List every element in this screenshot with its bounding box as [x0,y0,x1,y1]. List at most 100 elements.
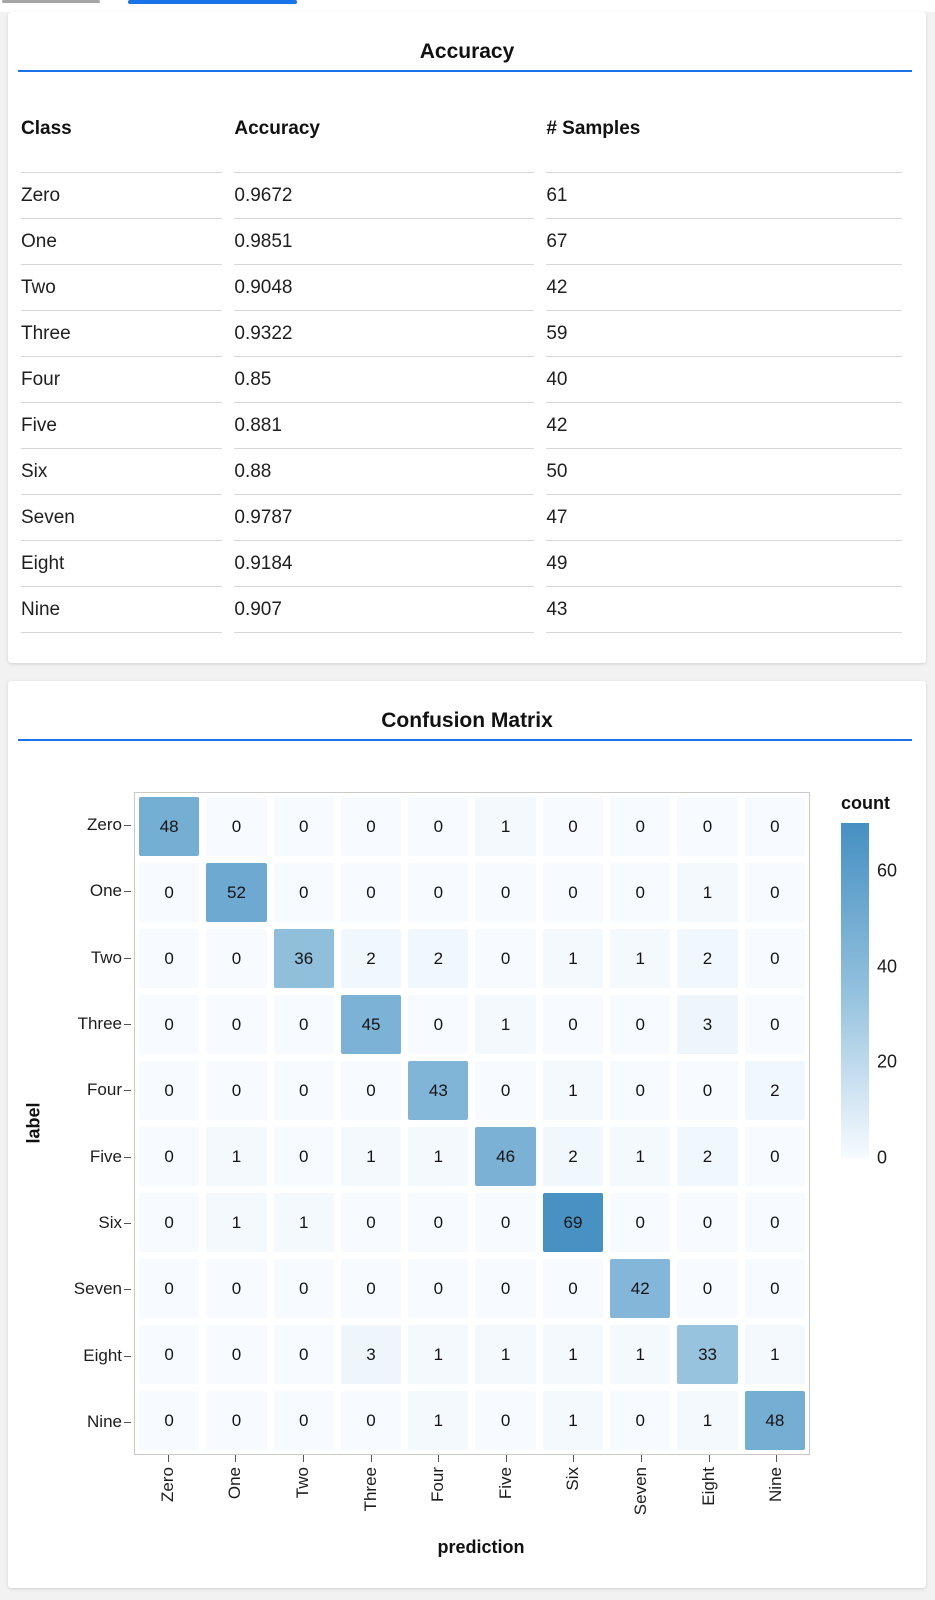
heatmap-cell: 0 [273,995,334,1054]
heatmap-cell: 0 [744,1259,805,1318]
heatmap-cell: 33 [677,1325,738,1384]
samples-cell: 47 [546,494,902,540]
heatmap-cell: 42 [610,1259,671,1318]
heatmap-cell: 0 [610,1391,671,1450]
heatmap-cell: 1 [744,1325,805,1384]
heatmap-cell: 0 [139,1061,200,1120]
table-row: Eight 0.9184 49 [21,540,902,586]
table-row: Seven 0.9787 47 [21,494,902,540]
x-tick-mark [505,1455,507,1462]
heatmap-cell: 0 [475,1193,536,1252]
heatmap-cell: 0 [206,1259,267,1318]
x-tick-label: Four [428,1467,448,1502]
tab-indicator-inactive[interactable] [2,0,100,3]
y-tick-label: Three [77,1014,122,1034]
heatmap-cell: 2 [340,929,402,988]
x-tick-mark [776,1455,778,1462]
samples-cell: 42 [546,264,902,310]
tab-indicator-active[interactable] [128,0,297,4]
heatmap-cell: 1 [408,1325,469,1384]
legend-tick-label: 40 [877,956,898,977]
y-tick-mark [124,891,131,893]
x-tick-mark [708,1455,710,1462]
confusion-title-divider [18,739,912,741]
samples-cell: 61 [546,172,902,218]
heatmap-cell: 0 [139,863,200,922]
y-tick-label: Five [89,1146,122,1166]
table-row: Nine 0.907 43 [21,586,902,633]
accuracy-cell: 0.9851 [234,218,535,264]
x-tick-label: One [225,1467,245,1500]
heatmap-cell: 0 [744,995,805,1054]
heatmap-cell: 1 [475,1325,536,1384]
table-row: Four 0.85 40 [21,356,902,402]
samples-cell: 43 [546,586,902,633]
samples-cell: 42 [546,402,902,448]
table-row: Five 0.881 42 [21,402,902,448]
table-row: One 0.9851 67 [21,218,902,264]
heatmap-cell: 48 [744,1391,805,1450]
table-row: Six 0.88 50 [21,448,902,494]
heatmap-cell: 1 [475,995,536,1054]
heatmap-cell: 0 [206,929,267,988]
heatmap-cell: 1 [677,863,738,922]
heatmap-cell: 0 [475,1391,536,1450]
x-tick-mark [370,1455,372,1462]
heatmap-cell: 1 [610,929,671,988]
heatmap-cell: 0 [744,797,805,856]
heatmap-cell: 0 [475,929,536,988]
heatmap-cell: 0 [273,1127,334,1186]
y-tick-label: One [89,881,122,901]
heatmap-cell: 0 [340,1061,402,1120]
x-tick-mark [641,1455,642,1462]
heatmap-cell: 0 [273,1325,334,1384]
heatmap-cell: 0 [273,1391,334,1450]
heatmap-cell: 0 [408,797,469,856]
table-row: Zero 0.9672 61 [21,172,902,218]
class-cell: Zero [21,172,223,218]
y-tick-label: Six [98,1212,122,1232]
heatmap-cell: 0 [206,995,267,1054]
heatmap-cell: 43 [408,1061,469,1120]
heatmap-cell: 0 [408,1193,469,1252]
accuracy-cell: 0.9048 [234,264,535,310]
legend-tick-label: 60 [877,860,898,881]
heatmap-cell: 0 [610,1193,671,1252]
heatmap-cell: 0 [340,1391,402,1450]
heatmap-cell: 0 [744,1193,805,1252]
heatmap-cell: 0 [610,797,671,856]
y-tick-label: Four [87,1080,122,1100]
heatmap-cell: 0 [610,863,671,922]
heatmap-cell: 1 [542,1061,604,1120]
class-cell: Five [21,402,223,448]
confusion-matrix-card: Confusion Matrix label 48 0 0 0 0 1 0 0 0 0 0 52 0 0 0… [8,681,926,1588]
x-tick-label: Nine [766,1467,786,1502]
heatmap-cell: 1 [340,1127,402,1186]
heatmap-cell: 0 [677,1193,738,1252]
x-tick-label: Zero [157,1467,177,1502]
heatmap-cell: 1 [542,929,604,988]
heatmap-cell: 52 [206,863,267,922]
heatmap-cell: 3 [340,1325,402,1384]
heatmap-cell: 0 [273,1061,334,1120]
y-tick-mark [124,825,131,827]
heatmap-cell: 1 [408,1127,469,1186]
x-tick-label: Two [293,1467,312,1499]
heatmap-cell: 45 [340,995,402,1054]
accuracy-title-divider [18,70,912,72]
x-tick-label: Seven [631,1467,650,1516]
y-axis-title: label [23,1102,44,1144]
heatmap-cell: 0 [744,863,805,922]
heatmap-cell: 2 [542,1127,604,1186]
y-tick-mark [124,1355,131,1357]
table-row: Three 0.9322 59 [21,310,902,356]
heatmap-cell: 0 [677,1061,738,1120]
y-tick-mark [124,1421,131,1423]
heatmap-cell: 0 [475,863,536,922]
heatmap-cell: 36 [273,929,334,988]
heatmap-cell: 0 [340,863,402,922]
heatmap-cell: 0 [340,797,402,856]
heatmap-cell: 2 [677,1127,738,1186]
legend-tick-label: 0 [877,1147,888,1168]
x-tick-mark [235,1455,237,1462]
